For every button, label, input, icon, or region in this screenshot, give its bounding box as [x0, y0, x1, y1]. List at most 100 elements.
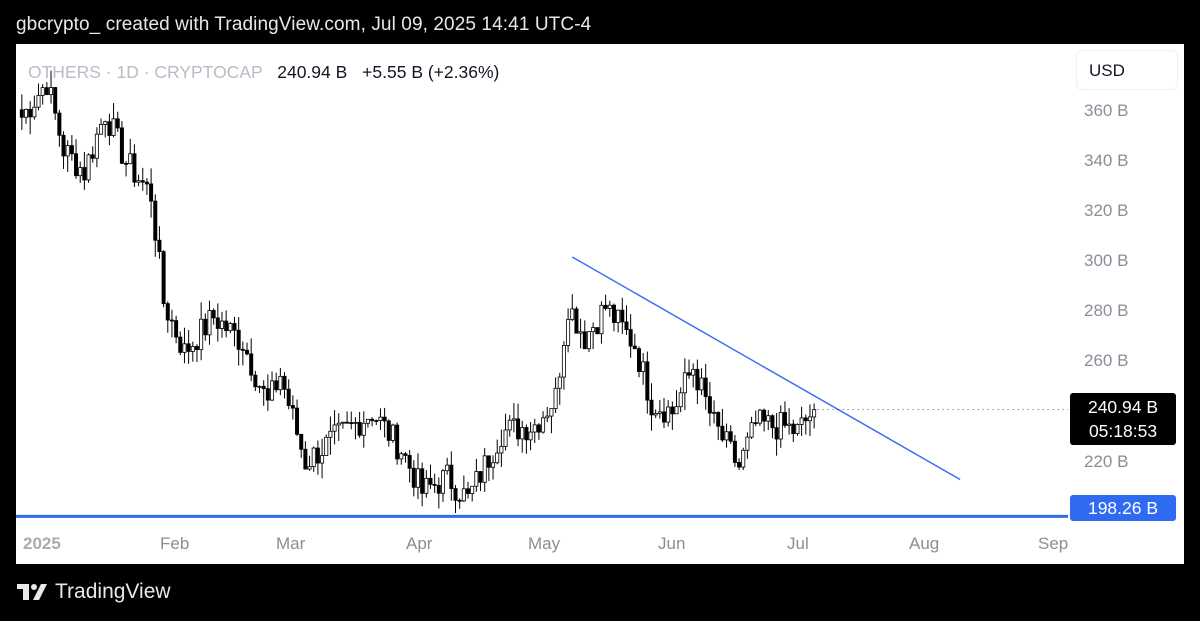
- candle-body: [161, 251, 166, 305]
- candle-body: [762, 409, 767, 422]
- candle-body: [511, 418, 516, 421]
- candle-body: [65, 145, 70, 157]
- candle-body: [144, 181, 149, 185]
- candle-body: [324, 436, 329, 456]
- candle-body: [290, 405, 295, 409]
- candle-body: [340, 421, 345, 424]
- candle-body: [749, 422, 754, 438]
- candle-body: [124, 162, 129, 165]
- candle-body: [478, 471, 483, 483]
- price-chart[interactable]: [16, 44, 1184, 564]
- candle-body: [712, 411, 717, 414]
- y-tick-label: 300 B: [1084, 251, 1129, 270]
- currency-selector[interactable]: USD: [1076, 50, 1178, 90]
- candle-body: [286, 388, 291, 406]
- candle-body: [282, 375, 287, 390]
- candle-body: [566, 319, 571, 346]
- candle-body: [403, 453, 408, 456]
- candle-body: [69, 145, 74, 155]
- candle-body: [274, 380, 279, 391]
- candle-body: [495, 452, 500, 464]
- tradingview-brand[interactable]: TradingView: [17, 580, 171, 604]
- candle-body: [503, 429, 508, 447]
- candle-body: [770, 415, 775, 429]
- candle-body: [541, 417, 546, 433]
- candle-body: [649, 399, 654, 416]
- candle-body: [386, 420, 391, 441]
- candle-body: [136, 180, 141, 183]
- candle-body: [574, 308, 579, 334]
- candle-body: [270, 380, 275, 401]
- candle-body: [361, 422, 366, 436]
- candle-body: [194, 346, 199, 351]
- candle-body: [741, 449, 746, 468]
- candle-body: [23, 108, 28, 118]
- candle-body: [278, 375, 283, 391]
- candle-body: [78, 167, 83, 177]
- candle-body: [186, 343, 191, 352]
- candle-body: [424, 477, 429, 494]
- candle-body: [40, 87, 45, 96]
- candle-body: [516, 418, 521, 440]
- candle-body: [345, 421, 350, 424]
- candle-body: [787, 423, 792, 426]
- candle-body: [674, 406, 679, 415]
- candle-body: [320, 455, 325, 464]
- candle-body: [595, 327, 600, 335]
- candle-body: [245, 349, 250, 355]
- candle-body: [470, 485, 475, 494]
- candle-body: [415, 468, 420, 488]
- chart-panel[interactable]: OTHERS · 1D · CRYPTOCAP 240.94 B +5.55 B…: [16, 44, 1184, 564]
- candle-body: [707, 396, 712, 414]
- candle-body: [803, 417, 808, 422]
- candle-body: [782, 412, 787, 426]
- candle-body: [182, 343, 187, 353]
- candle-body: [653, 413, 658, 416]
- candle-body: [536, 424, 541, 433]
- x-tick-label: Aug: [909, 534, 940, 553]
- symbol-name[interactable]: OTHERS · 1D · CRYPTOCAP: [28, 62, 263, 82]
- candle-body: [553, 387, 558, 410]
- candle-body: [94, 133, 99, 159]
- candle-body: [232, 323, 237, 331]
- candle-body: [190, 346, 195, 352]
- candle-body: [169, 319, 174, 322]
- candle-body: [153, 200, 158, 241]
- candle-body: [545, 415, 550, 419]
- y-tick-label: 260 B: [1084, 351, 1129, 370]
- candle-body: [791, 423, 796, 434]
- candle-body: [382, 416, 387, 422]
- candle-body: [532, 424, 537, 433]
- candle-body: [307, 466, 312, 470]
- candle-body: [224, 320, 229, 332]
- candle-body: [357, 421, 362, 436]
- candle-body: [482, 455, 487, 483]
- candle-body: [265, 388, 270, 401]
- candle-body: [74, 153, 79, 177]
- candle-body: [607, 304, 612, 309]
- candle-body: [632, 345, 637, 350]
- candle-body: [140, 180, 145, 183]
- candle-body: [695, 368, 700, 391]
- legend-change: +5.55 B (+2.36%): [362, 62, 500, 82]
- candle-body: [753, 422, 758, 425]
- candle-body: [411, 467, 416, 488]
- candle-body: [236, 329, 241, 350]
- candle-body: [461, 488, 466, 502]
- candle-body: [28, 108, 33, 118]
- candle-body: [261, 385, 266, 390]
- candle-body: [520, 427, 525, 440]
- candle-body: [453, 488, 458, 501]
- candle-body: [570, 308, 575, 320]
- candle-body: [624, 321, 629, 331]
- candle-body: [682, 372, 687, 394]
- support-level-tag: 198.26 B: [1070, 495, 1176, 521]
- candle-body: [699, 377, 704, 391]
- symbol-legend: OTHERS · 1D · CRYPTOCAP 240.94 B +5.55 B…: [28, 62, 499, 83]
- y-tick-label: 220 B: [1084, 452, 1129, 471]
- candle-body: [407, 455, 412, 469]
- candle-body: [436, 485, 441, 494]
- candle-body: [774, 427, 779, 440]
- candle-body: [728, 431, 733, 442]
- candle-body: [720, 425, 725, 441]
